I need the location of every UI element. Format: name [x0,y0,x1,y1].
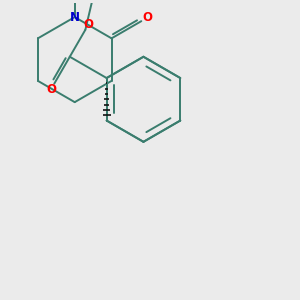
Text: O: O [46,83,56,96]
Text: N: N [70,11,80,24]
Text: O: O [142,11,152,24]
Text: O: O [84,18,94,31]
